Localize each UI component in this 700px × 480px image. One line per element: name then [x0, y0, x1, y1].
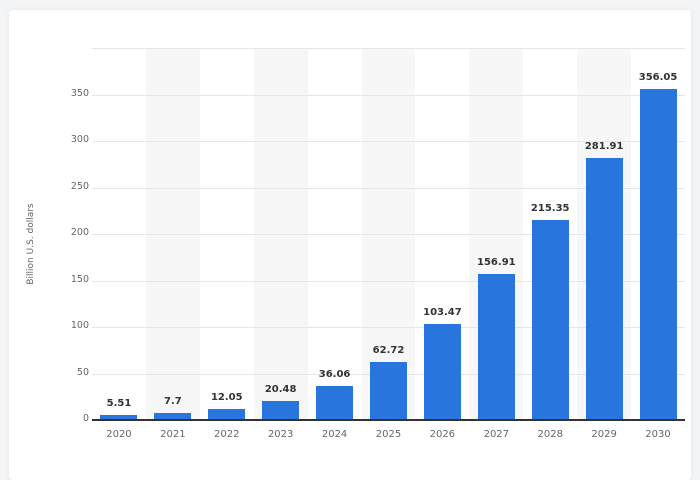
- gridline: [92, 48, 685, 49]
- bar-value-label: 62.72: [372, 344, 405, 356]
- y-tick-label: 100: [70, 320, 89, 331]
- bar-2021[interactable]: [154, 412, 192, 420]
- bar-value-label: 103.47: [423, 306, 462, 318]
- gridline: [92, 94, 685, 96]
- x-tick-label: 2024: [321, 429, 348, 440]
- bar-value-label: 12.05: [210, 391, 243, 403]
- x-tick-label: 2020: [106, 429, 132, 440]
- bar-value-label: 281.91: [584, 140, 624, 152]
- y-tick-label: 0: [82, 413, 89, 424]
- bar-value-label: 36.06: [318, 369, 351, 381]
- bar-2024[interactable]: [316, 386, 354, 420]
- y-tick-label: 150: [70, 273, 89, 285]
- bar-value-label: 215.35: [530, 202, 570, 214]
- y-tick-label: 50: [76, 366, 89, 378]
- y-tick-label: 200: [70, 227, 89, 238]
- x-tick-label: 2029: [591, 429, 617, 440]
- gridline: [92, 327, 685, 328]
- bar-value-label: 356.05: [638, 71, 678, 83]
- bar-value-label: 20.48: [264, 383, 297, 395]
- bar-2027[interactable]: [477, 274, 515, 420]
- y-tick-label: 250: [70, 180, 89, 192]
- bar-2030[interactable]: [639, 88, 677, 420]
- bar-2022[interactable]: [208, 408, 246, 420]
- bar-2028[interactable]: [531, 219, 569, 420]
- x-tick-label: 2027: [483, 429, 510, 440]
- gridline: [92, 234, 685, 235]
- bar-value-label: 5.51: [106, 397, 132, 409]
- x-tick-label: 2030: [645, 429, 671, 440]
- bar-2025[interactable]: [370, 361, 407, 420]
- x-tick-label: 2021: [160, 429, 186, 440]
- x-tick-label: 2022: [214, 429, 240, 440]
- gridline: [92, 280, 685, 282]
- x-tick-label: 2028: [537, 429, 563, 440]
- y-tick-label: 350: [70, 87, 89, 99]
- bar-2020[interactable]: [100, 414, 138, 420]
- x-tick-label: 2023: [267, 429, 294, 440]
- bar-value-label: 7.7: [164, 395, 182, 407]
- x-tick-label: 2026: [429, 429, 456, 440]
- x-tick-label: 2025: [375, 429, 402, 440]
- gridline: [92, 141, 685, 142]
- bar-2023[interactable]: [262, 400, 300, 420]
- bar-2029[interactable]: [585, 157, 623, 420]
- x-axis-line: [92, 419, 685, 421]
- y-tick-label: 300: [70, 134, 89, 145]
- bar-value-label: 156.91: [477, 257, 516, 269]
- gridline: [92, 187, 685, 189]
- y-axis-label: Billion U.S. dollars: [26, 203, 36, 285]
- plot-area: 5.51 7.7 12.05 20.48 36.06 62.72 103.47 156.91 2…: [92, 48, 685, 421]
- bar-2026[interactable]: [423, 323, 461, 420]
